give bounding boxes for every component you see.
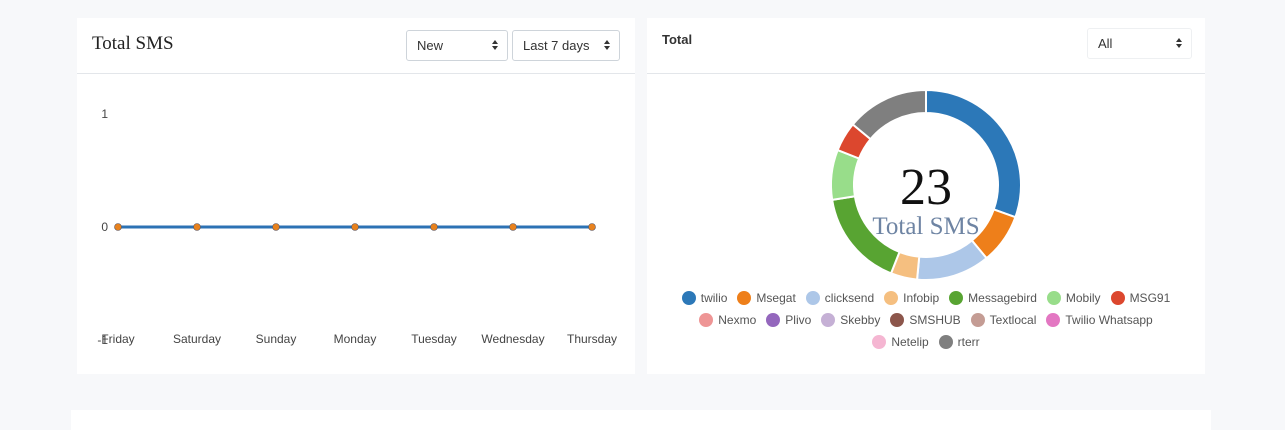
- x-tick-label: Friday: [101, 332, 134, 346]
- date-range-select[interactable]: Last 7 days: [512, 30, 620, 61]
- legend-swatch: [1046, 313, 1061, 327]
- legend-swatch: [1110, 291, 1125, 305]
- bottom-card: [71, 410, 1211, 430]
- legend-swatch: [805, 291, 820, 305]
- legend-label: twilio: [700, 291, 728, 305]
- pie-card-header: Total All: [647, 18, 1205, 74]
- y-tick-label: -1: [97, 333, 108, 347]
- legend-item[interactable]: Textlocal: [970, 313, 1037, 327]
- legend-label: rterr: [957, 335, 980, 349]
- y-tick-label: 1: [101, 107, 108, 121]
- legend-swatch: [766, 313, 781, 327]
- legend-item[interactable]: Messagebird: [949, 291, 1037, 305]
- status-select[interactable]: New: [406, 30, 508, 61]
- legend-item[interactable]: Twilio Whatsapp: [1046, 313, 1153, 327]
- legend-row: twilio Msegat clicksend Infobip Messagebird M…: [647, 287, 1205, 309]
- legend-label: Plivo: [785, 313, 812, 327]
- legend-item[interactable]: Netelip: [872, 335, 929, 349]
- legend-swatch: [1046, 291, 1061, 305]
- legend-item[interactable]: Infobip: [884, 291, 939, 305]
- legend-swatch: [821, 313, 836, 327]
- pie-card-title: Total: [662, 32, 693, 47]
- legend-label: clicksend: [824, 291, 875, 305]
- legend-label: Nexmo: [718, 313, 757, 327]
- legend-swatch: [699, 313, 714, 327]
- data-point[interactable]: [430, 223, 438, 231]
- x-tick-label: Monday: [334, 332, 377, 346]
- legend-item[interactable]: Mobily: [1046, 291, 1101, 305]
- legend-swatch: [681, 291, 696, 305]
- legend-swatch: [737, 291, 752, 305]
- legend-label: Msegat: [756, 291, 796, 305]
- y-tick-label: 0: [101, 220, 108, 234]
- donut-slice[interactable]: [915, 239, 988, 281]
- data-point[interactable]: [114, 223, 122, 231]
- x-tick-label: Sunday: [256, 332, 297, 346]
- legend-row: Nexmo Plivo Skebby SMSHUB Textlocal Twilio Wh…: [647, 309, 1205, 331]
- legend-item[interactable]: MSG91: [1110, 291, 1171, 305]
- select-caret-icon: [1176, 38, 1183, 49]
- provider-select[interactable]: All: [1087, 28, 1192, 59]
- select-caret-icon: [492, 40, 499, 51]
- legend-label: Twilio Whatsapp: [1065, 313, 1153, 327]
- legend-swatch: [884, 291, 899, 305]
- x-tick-label: Saturday: [173, 332, 221, 346]
- legend-item[interactable]: Plivo: [766, 313, 811, 327]
- legend-label: Netelip: [891, 335, 929, 349]
- x-tick-label: Tuesday: [411, 332, 457, 346]
- legend-item[interactable]: rterr: [938, 335, 980, 349]
- date-range-select-value: Last 7 days: [523, 38, 590, 53]
- legend-item[interactable]: Skebby: [821, 313, 880, 327]
- donut-chart: 23 Total SMS: [830, 88, 1022, 281]
- legend-label: Textlocal: [989, 313, 1037, 327]
- donut-center-value: 23: [900, 159, 952, 216]
- legend-swatch: [872, 335, 887, 349]
- x-tick-label: Thursday: [567, 332, 617, 346]
- legend-label: Skebby: [840, 313, 881, 327]
- donut-slice[interactable]: [851, 88, 927, 141]
- data-point[interactable]: [193, 223, 201, 231]
- legend-item[interactable]: Nexmo: [699, 313, 756, 327]
- x-tick-label: Wednesday: [481, 332, 544, 346]
- select-caret-icon: [604, 40, 611, 51]
- line-card-title: Total SMS: [92, 33, 174, 54]
- legend-item[interactable]: Msegat: [737, 291, 796, 305]
- legend-item[interactable]: clicksend: [805, 291, 875, 305]
- legend-label: SMSHUB: [909, 313, 961, 327]
- line-chart-card: Total SMS New Last 7 days 1 0 -1 Friday Satu…: [77, 18, 635, 374]
- donut-legend: twilio Msegat clicksend Infobip Messagebird M…: [647, 287, 1205, 353]
- legend-swatch: [970, 313, 985, 327]
- legend-row: Netelip rterr: [647, 331, 1205, 353]
- line-card-header: Total SMS New Last 7 days: [77, 18, 635, 74]
- donut-center-label: Total SMS: [872, 213, 979, 240]
- donut-chart-card: Total All 23 Total SMS twilio Msegat click…: [647, 18, 1205, 374]
- data-point[interactable]: [509, 223, 517, 231]
- status-select-value: New: [417, 38, 444, 53]
- legend-item[interactable]: twilio: [681, 291, 728, 305]
- provider-select-value: All: [1098, 36, 1113, 51]
- legend-swatch: [890, 313, 905, 327]
- legend-item[interactable]: SMSHUB: [890, 313, 961, 327]
- legend-label: Mobily: [1065, 291, 1101, 305]
- data-point[interactable]: [272, 223, 280, 231]
- legend-swatch: [949, 291, 964, 305]
- legend-swatch: [938, 335, 953, 349]
- legend-label: Infobip: [903, 291, 940, 305]
- data-point[interactable]: [351, 223, 359, 231]
- data-point[interactable]: [588, 223, 596, 231]
- legend-label: MSG91: [1129, 291, 1171, 305]
- legend-label: Messagebird: [968, 291, 1037, 305]
